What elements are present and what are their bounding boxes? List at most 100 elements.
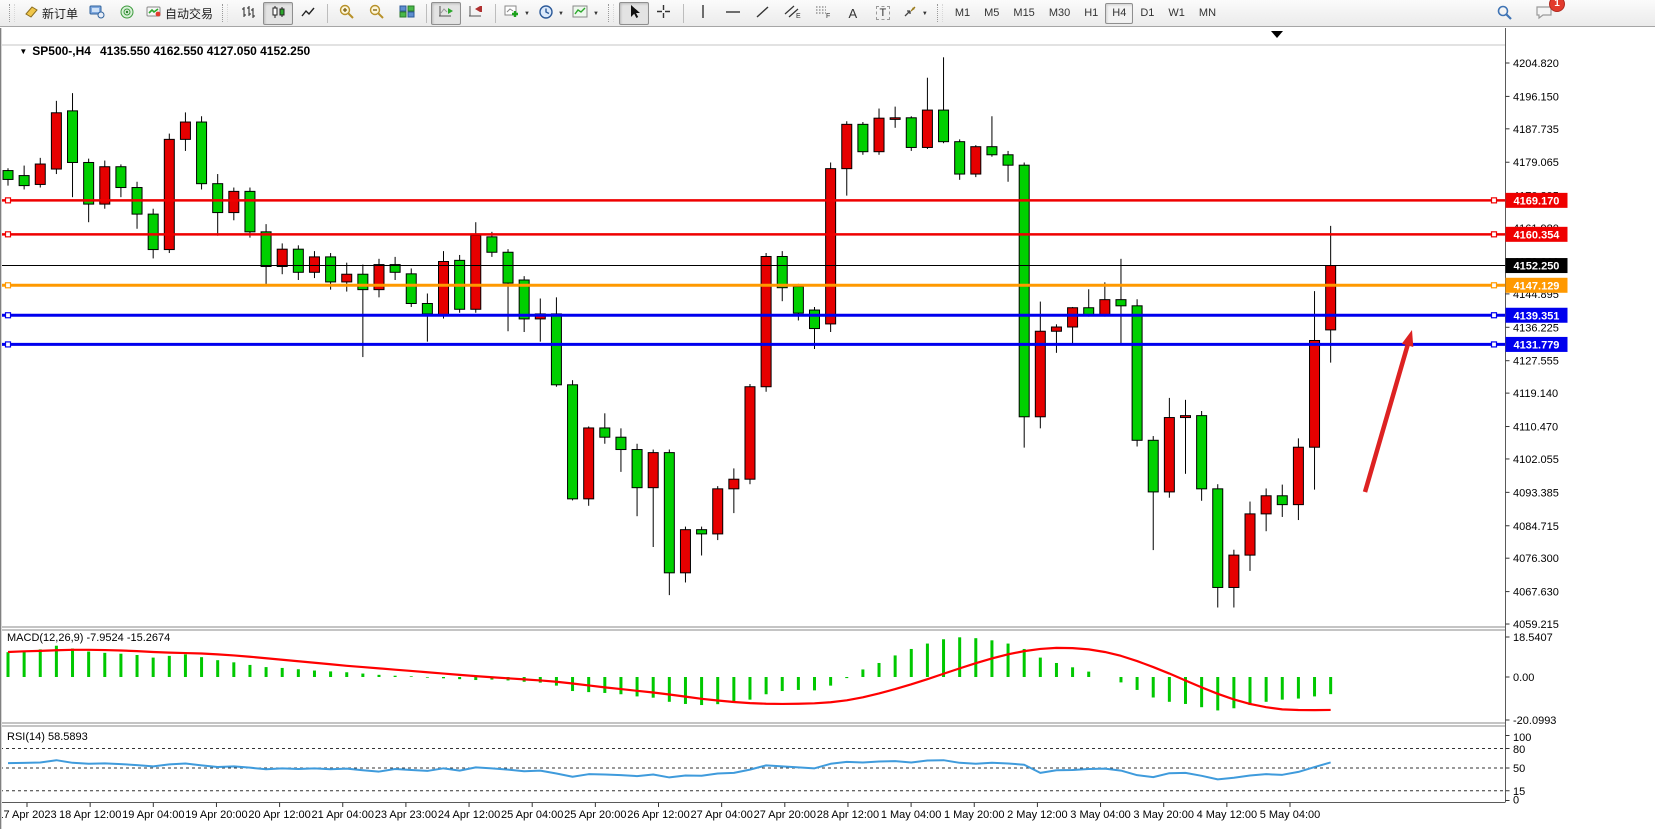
candle	[615, 436, 627, 451]
vertical-line-button[interactable]	[688, 2, 718, 25]
notifications-button[interactable]: 1	[1529, 0, 1565, 25]
candle	[1002, 154, 1014, 166]
timeframe-m5[interactable]: M5	[984, 7, 1000, 19]
auto-scroll-icon	[438, 4, 454, 22]
hline-handle[interactable]	[1490, 197, 1498, 204]
toolbar-grip[interactable]	[9, 4, 15, 22]
toolbar-grip[interactable]	[222, 4, 229, 22]
toolbar-separator	[327, 3, 329, 23]
timeframe-m15[interactable]: M15	[1013, 7, 1035, 19]
vertical-line-icon	[697, 4, 709, 22]
channel-button[interactable]: E	[778, 2, 808, 25]
candle	[389, 264, 401, 273]
chart-bars-button[interactable]	[233, 2, 263, 25]
autotrading-icon	[146, 4, 162, 22]
hline-handle[interactable]	[4, 312, 12, 319]
candle	[550, 313, 562, 386]
timeframe-d1[interactable]: D1	[1140, 7, 1155, 19]
new-order-icon	[24, 5, 39, 22]
price-tick-label: 4093.385	[1513, 487, 1559, 499]
candle	[373, 264, 385, 291]
candle	[986, 146, 998, 156]
new-order-label: 新订单	[42, 6, 79, 21]
hline-handle[interactable]	[4, 231, 12, 238]
zoom-in-button[interactable]	[332, 2, 362, 25]
price-tag-label: 4160.354	[1514, 229, 1561, 241]
price-tag-label: 4169.170	[1514, 195, 1560, 207]
text-label-button[interactable]: T	[868, 2, 898, 25]
candle	[728, 478, 740, 490]
chart-shift-icon	[468, 4, 484, 22]
ohlc-values: 4135.550 4162.550 4127.050 4152.250	[99, 44, 311, 58]
timeframe-w1[interactable]: W1	[1168, 7, 1185, 19]
price-tag-box	[1505, 307, 1568, 323]
hline-handle[interactable]	[1490, 341, 1498, 348]
price-tick-label: 4084.715	[1513, 521, 1559, 533]
price-tick-label: 4110.470	[1513, 422, 1558, 434]
candle	[502, 251, 514, 284]
cursor-icon	[627, 4, 641, 22]
terminal-button[interactable]	[82, 2, 112, 25]
periods-icon	[538, 4, 554, 22]
rsi-line	[7, 759, 1331, 781]
signals-button[interactable]	[112, 2, 142, 25]
crosshair-button[interactable]	[649, 2, 679, 25]
hline-handle[interactable]	[4, 197, 12, 204]
hline-handle[interactable]	[1490, 231, 1498, 238]
chart-line-button[interactable]	[293, 2, 323, 25]
time-tick-label: 26 Apr 12:00	[627, 809, 689, 821]
search-button[interactable]	[1489, 2, 1519, 25]
candle	[599, 427, 611, 438]
new-order-button[interactable]: 新订单	[20, 2, 82, 25]
time-tick-label: 28 Apr 12:00	[817, 809, 879, 821]
price-tag-label: 4147.129	[1514, 280, 1560, 292]
autotrading-button[interactable]: 自动交易	[142, 2, 217, 25]
periods-button[interactable]: ▼	[534, 2, 568, 25]
hline-handle[interactable]	[1490, 312, 1498, 319]
zoom-out-button[interactable]	[362, 2, 392, 25]
chart-window[interactable]: 4204.8204196.1504187.7354179.0654170.395…	[0, 28, 1655, 829]
annotation-arrow[interactable]	[1362, 330, 1414, 493]
candle	[857, 123, 869, 153]
tile-windows-button[interactable]	[392, 2, 422, 25]
chart-candles-button[interactable]	[263, 1, 294, 25]
timeframe-mn[interactable]: MN	[1198, 7, 1217, 19]
fibonacci-button[interactable]: F	[808, 2, 838, 25]
price-tick-label: 4102.055	[1513, 454, 1559, 466]
candle	[889, 117, 901, 120]
auto-scroll-button[interactable]	[431, 1, 462, 25]
indicators-button[interactable]: ▼	[500, 2, 534, 25]
hline-handle[interactable]	[4, 341, 12, 348]
trendline-button[interactable]	[748, 2, 778, 25]
timeframe-m1[interactable]: M1	[954, 7, 971, 19]
collapse-icon[interactable]: ▼	[19, 47, 28, 56]
timeframe-h4[interactable]: H4	[1105, 2, 1134, 24]
price-chart[interactable]: 4204.8204196.1504187.7354179.0654170.395…	[0, 28, 1655, 829]
toolbar-grip[interactable]	[607, 4, 614, 22]
candle	[970, 146, 982, 175]
rsi-tick-label: 80	[1513, 744, 1525, 756]
arrow-shaft[interactable]	[1362, 344, 1410, 493]
channel-icon: E	[784, 4, 801, 22]
arrow-head[interactable]	[1401, 330, 1414, 348]
timeframe-m30[interactable]: M30	[1048, 7, 1071, 19]
horizontal-line-button[interactable]	[718, 2, 748, 25]
hline-handle[interactable]	[1490, 282, 1498, 289]
cursor-button[interactable]	[618, 1, 649, 25]
time-tick-label: 23 Apr 23:00	[375, 809, 437, 821]
timeframe-h1[interactable]: H1	[1084, 7, 1099, 19]
arrows-button[interactable]: ▼	[898, 2, 932, 25]
chevron-down-icon: ▼	[524, 11, 530, 17]
text-button[interactable]: A	[838, 2, 868, 25]
toolbar-grip[interactable]	[936, 4, 943, 22]
price-tag: 4152.250	[1505, 258, 1568, 274]
templates-button[interactable]: ▼	[568, 2, 603, 25]
hline-handle[interactable]	[4, 282, 12, 289]
time-tick-label: 20 Apr 12:00	[248, 809, 310, 821]
time-tick-label: 27 Apr 04:00	[690, 809, 752, 821]
price-tag: 4160.354	[1505, 226, 1568, 242]
chart-shift-button[interactable]	[461, 2, 491, 25]
candle	[212, 183, 224, 214]
price-tick-label: 4127.555	[1513, 356, 1559, 368]
